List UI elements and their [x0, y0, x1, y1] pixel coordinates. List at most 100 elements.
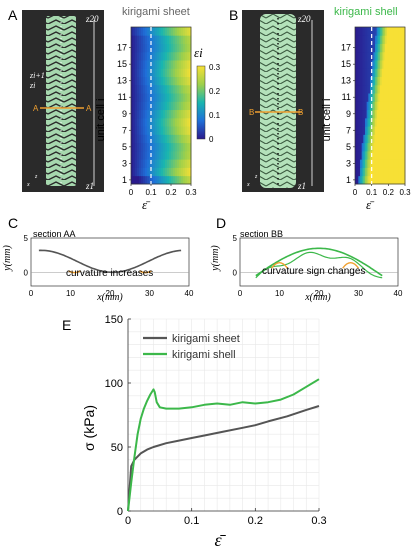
heatmap-cell — [385, 150, 388, 160]
heatmap-cell — [403, 109, 406, 119]
heatmap-cell — [135, 109, 138, 119]
heatmap-cell — [398, 60, 401, 69]
heatmap-cell — [137, 109, 140, 119]
heatmap-cell — [393, 60, 396, 69]
heatmap-cell — [185, 93, 188, 102]
heatmap-cell — [179, 76, 182, 86]
heatmap-cell — [159, 109, 162, 119]
heatmap-cell — [391, 51, 394, 61]
heatmap-cell — [139, 159, 142, 168]
heatmap-cell — [356, 60, 359, 69]
heatmap-cell — [165, 27, 168, 36]
series-line-sheet — [127, 405, 320, 512]
section-bb-title: section BB — [240, 229, 283, 239]
heatmap-cell — [361, 76, 364, 86]
heatmap-cell — [375, 126, 378, 135]
heatmap-cell — [165, 142, 168, 152]
heatmap-cell — [137, 27, 140, 36]
heatmap-cell — [173, 51, 176, 61]
heatmap-cell — [133, 84, 136, 94]
heatmap-cell — [401, 43, 404, 53]
heatmap-cell — [381, 35, 384, 44]
heatmap-cell — [139, 27, 142, 36]
heatmap-cell — [169, 68, 172, 77]
heatmap-cell — [385, 159, 388, 168]
heatmap-cell — [161, 175, 164, 185]
heatmap-cell — [381, 150, 384, 160]
heatmap-cell — [167, 93, 170, 102]
heatmap-cell — [360, 35, 363, 44]
heatmap-cell — [393, 109, 396, 119]
heatmap-cell — [383, 159, 386, 168]
heatmap-cell — [366, 175, 369, 185]
heatmap-cell — [151, 76, 154, 86]
heatmap-cell — [365, 51, 368, 61]
heatmap-cell — [183, 43, 186, 53]
heatmap-cell — [181, 27, 184, 36]
heatmap-cell — [403, 68, 406, 77]
heatmap-cell — [143, 175, 146, 185]
heatmap-cell — [139, 167, 142, 177]
profile-ytick: 0 — [233, 268, 238, 277]
heatmap-cell — [145, 93, 148, 102]
heatmap-cell — [181, 109, 184, 119]
heatmap-cell — [181, 126, 184, 135]
heatmap-cell — [383, 150, 386, 160]
heatmap-cell — [355, 60, 358, 69]
heatmap-cell — [181, 51, 184, 61]
axis-x-a: x — [26, 182, 30, 188]
heatmap-cell — [363, 84, 366, 94]
heatmap-cell — [141, 142, 144, 152]
label-z1-a: z1 — [85, 181, 94, 191]
heatmap-cell — [181, 93, 184, 102]
heatmap-cell — [183, 51, 186, 61]
heatmap-cell — [145, 60, 148, 69]
heatmap-cell — [151, 126, 154, 135]
heatmap-cell — [390, 51, 393, 61]
heatmap-cell — [175, 43, 178, 53]
heatmap-cell — [173, 43, 176, 53]
heatmap-cell — [375, 167, 378, 177]
heatmap-cell — [151, 167, 154, 177]
heatmap-cell — [165, 84, 168, 94]
heatmap-cell — [133, 159, 136, 168]
heatmap-cell — [358, 175, 361, 185]
heatmap-cell — [355, 150, 358, 160]
heatmap-cell — [375, 35, 378, 44]
heatmap-cell — [131, 60, 134, 69]
heatmap-cell — [390, 175, 393, 185]
heatmap-cell — [355, 159, 358, 168]
heatmap-cell — [375, 51, 378, 61]
heatmap-cell — [358, 35, 361, 44]
heatmap-cell — [368, 51, 371, 61]
heatmap-cell — [380, 35, 383, 44]
heatmap-cell — [378, 150, 381, 160]
heatmap-cell — [139, 35, 142, 44]
heatmap-cell — [401, 167, 404, 177]
heatmap-cell — [368, 126, 371, 135]
heatmap-cell — [147, 159, 150, 168]
heatmap-ytick: 3 — [122, 158, 127, 168]
heatmap-cell — [381, 142, 384, 152]
heatmap-cell — [141, 51, 144, 61]
heatmap-cell — [169, 142, 172, 152]
heatmap-ytick: 1 — [346, 175, 351, 185]
heatmap-cell — [375, 68, 378, 77]
heatmap-cell — [133, 117, 136, 127]
heatmap-cell — [165, 159, 168, 168]
heatmap-cell — [383, 68, 386, 77]
heatmap-cell — [169, 150, 172, 160]
heatmap-cell — [366, 84, 369, 94]
heatmap-cell — [401, 159, 404, 168]
heatmap-cell — [391, 167, 394, 177]
shell-specimen — [260, 14, 296, 188]
heatmap-cell — [175, 134, 178, 144]
heatmap-cell — [151, 109, 154, 119]
heatmap-cell — [153, 35, 156, 44]
label-z1-b: z1 — [297, 181, 306, 191]
heatmap-xtick: 0 — [353, 188, 358, 197]
heatmap-cell — [375, 93, 378, 102]
heatmap-cell — [386, 51, 389, 61]
heatmap-cell — [365, 134, 368, 144]
heatmap-cell — [396, 51, 399, 61]
